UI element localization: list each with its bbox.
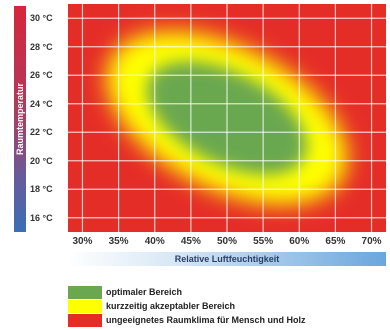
- y-tick-label: 26 °C: [30, 69, 64, 81]
- x-tick-label: 40%: [135, 236, 175, 247]
- y-tick-label: 28 °C: [30, 41, 64, 53]
- x-tick-label: 45%: [171, 236, 211, 247]
- legend-swatch: [68, 300, 102, 313]
- y-tick-label: 22 °C: [30, 126, 64, 138]
- plot-area: [68, 4, 386, 232]
- legend-swatch: [68, 286, 102, 299]
- x-axis-label-bar: Relative Luftfeuchtigkeit: [68, 252, 386, 266]
- legend-label: optimaler Bereich: [106, 286, 182, 299]
- y-tick-label: 24 °C: [30, 98, 64, 110]
- x-tick-label: 50%: [207, 236, 247, 247]
- x-tick-label: 65%: [315, 236, 355, 247]
- y-tick-label: 16 °C: [30, 212, 64, 224]
- legend-label: ungeeignetes Raumklima für Mensch und Ho…: [106, 314, 306, 327]
- x-tick-label: 35%: [99, 236, 139, 247]
- y-tick-label: 30 °C: [30, 12, 64, 24]
- y-tick-label: 18 °C: [30, 183, 64, 195]
- x-axis-label: Relative Luftfeuchtigkeit: [68, 252, 386, 266]
- legend-swatch: [68, 314, 102, 327]
- x-tick-label: 55%: [243, 236, 283, 247]
- x-tick-label: 60%: [279, 236, 319, 247]
- y-axis-label: Raumtemperatur: [15, 83, 25, 155]
- x-tick-label: 70%: [352, 236, 390, 247]
- legend-label: kurzzeitig akzeptabler Bereich: [106, 300, 235, 313]
- heatmap-svg: [68, 4, 386, 232]
- y-tick-label: 20 °C: [30, 155, 64, 167]
- x-tick-label: 30%: [62, 236, 102, 247]
